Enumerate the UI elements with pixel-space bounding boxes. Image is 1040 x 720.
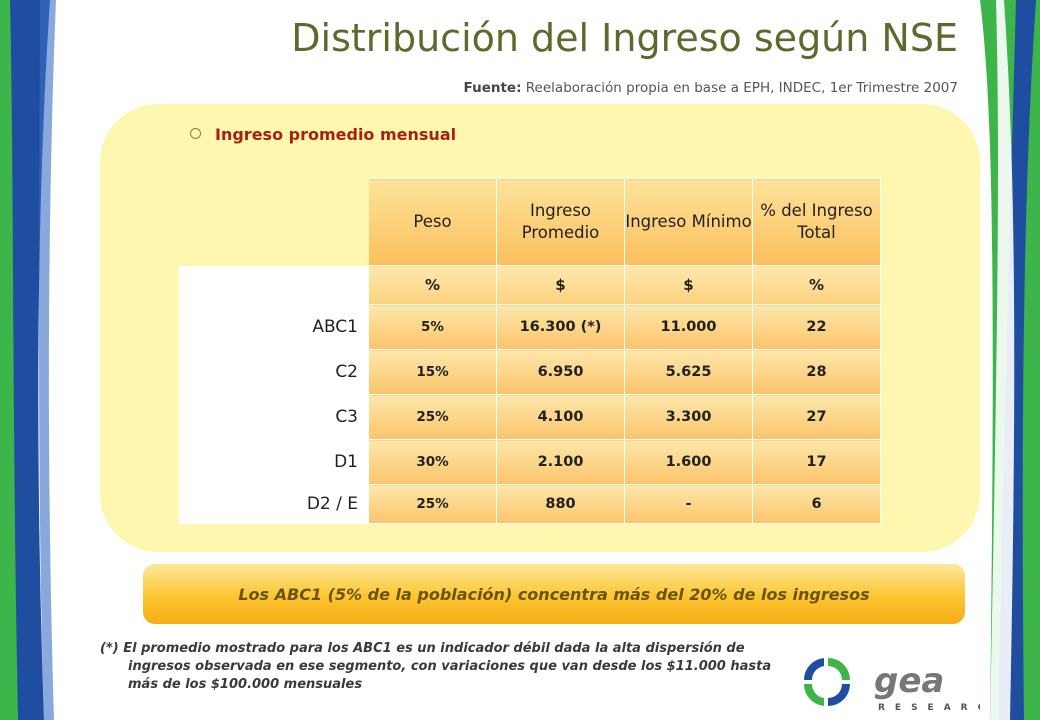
page-title: Distribución del Ingreso según NSE [291, 16, 958, 60]
table-cell: 3.300 [624, 394, 753, 440]
table-unit-cell: % [752, 265, 881, 305]
source-text: Reelaboración propia en base a EPH, INDE… [525, 80, 958, 96]
table-units-row: % $ $ % [179, 265, 881, 305]
section-bullet-text: Ingreso promedio mensual [215, 125, 457, 144]
table-header-cell: Ingreso Promedio [496, 178, 625, 266]
table-cell: 5% [368, 304, 497, 350]
table-header-cell: Peso [368, 178, 497, 266]
footnote-line: ingresos observada en ese segmento, con … [128, 659, 772, 674]
gea-swirl-icon [803, 658, 850, 706]
table-cell: 16.300 (*) [496, 304, 625, 350]
table-row-label: D2 / E [179, 484, 369, 524]
table-row-label: D1 [179, 439, 369, 485]
left-decor-swoosh [0, 0, 56, 720]
table-unit-cell: % [368, 265, 497, 305]
table-row-label: C3 [179, 394, 369, 440]
table-row: D1 30% 2.100 1.600 17 [179, 439, 881, 485]
highlight-banner-text: Los ABC1 (5% de la población) concentra … [238, 584, 870, 604]
source-label: Fuente: [463, 80, 522, 96]
table-corner-cell [179, 178, 369, 266]
table-unit-cell: $ [624, 265, 753, 305]
footnote: (*) El promedio mostrado para los ABC1 e… [100, 640, 790, 694]
table-row: ABC1 5% 16.300 (*) 11.000 22 [179, 304, 881, 350]
table-cell: 4.100 [496, 394, 625, 440]
logo-wordmark: gea [874, 661, 944, 701]
table-row-label: C2 [179, 349, 369, 395]
footnote-line: (*) El promedio mostrado para los ABC1 e… [100, 641, 745, 656]
table-cell: 25% [368, 484, 497, 524]
table-cell: 22 [752, 304, 881, 350]
table-unit-cell: $ [496, 265, 625, 305]
table-cell: 25% [368, 394, 497, 440]
table-header-cell: % del Ingreso Total [752, 178, 881, 266]
table-cell: 880 [496, 484, 625, 524]
table-row: D2 / E 25% 880 - 6 [179, 484, 881, 524]
table-header-row: Peso Ingreso Promedio Ingreso Mínimo % d… [179, 178, 881, 266]
table-cell: 6.950 [496, 349, 625, 395]
table-row: C2 15% 6.950 5.625 28 [179, 349, 881, 395]
gea-research-logo: gea RESEARCH [803, 658, 980, 712]
table-cell: 2.100 [496, 439, 625, 485]
table-cell: 28 [752, 349, 881, 395]
footnote-line: más de los $100.000 mensuales [128, 677, 363, 692]
table-row-label: ABC1 [179, 304, 369, 350]
table-cell: - [624, 484, 753, 524]
table-cell: 6 [752, 484, 881, 524]
table-cell: 17 [752, 439, 881, 485]
logo-subtext: RESEARCH [878, 703, 980, 712]
right-decor-swoosh [980, 0, 1040, 720]
table-row: C3 25% 4.100 3.300 27 [179, 394, 881, 440]
bullet-circle-icon [190, 128, 201, 139]
income-table: Peso Ingreso Promedio Ingreso Mínimo % d… [179, 178, 881, 524]
table-units-label-cell [179, 265, 369, 305]
table-cell: 15% [368, 349, 497, 395]
table-cell: 5.625 [624, 349, 753, 395]
table-cell: 1.600 [624, 439, 753, 485]
table-cell: 11.000 [624, 304, 753, 350]
table-cell: 27 [752, 394, 881, 440]
highlight-banner: Los ABC1 (5% de la población) concentra … [143, 564, 965, 624]
table-cell: 30% [368, 439, 497, 485]
source-line: Fuente: Reelaboración propia en base a E… [464, 80, 958, 96]
section-bullet: Ingreso promedio mensual [190, 125, 456, 144]
table-header-cell: Ingreso Mínimo [624, 178, 753, 266]
